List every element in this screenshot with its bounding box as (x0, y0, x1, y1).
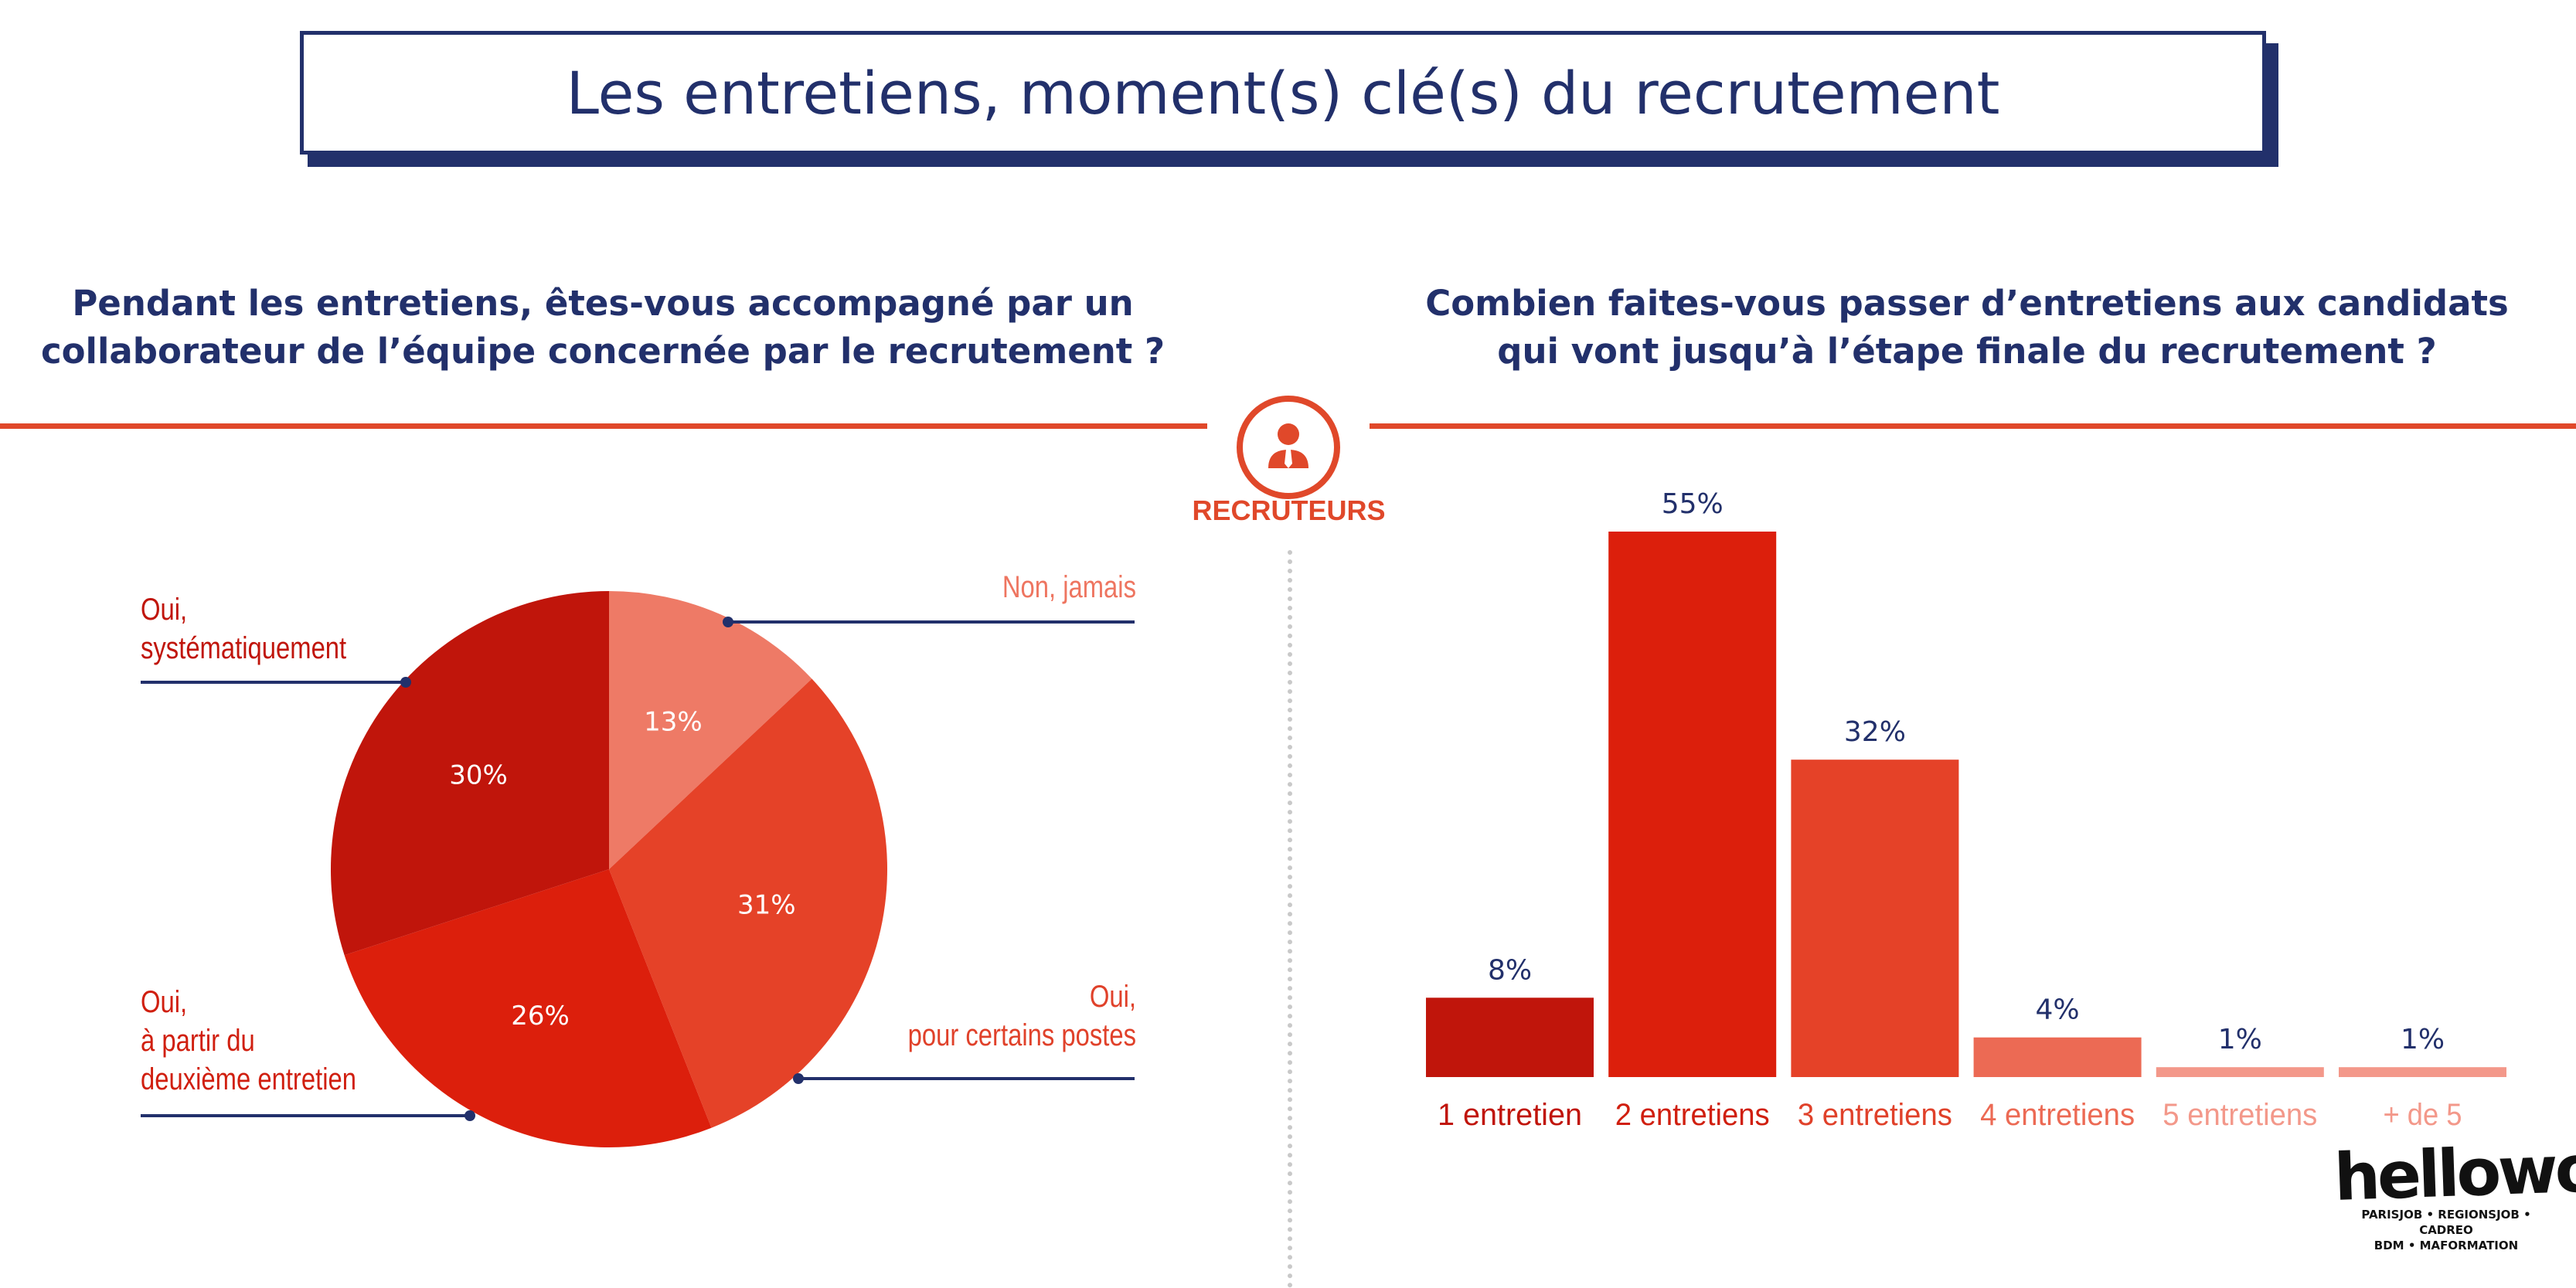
pie-leader-lines (141, 617, 1135, 1121)
pie-label-line: à partir du (141, 1024, 255, 1058)
pie-label-line: Oui, (141, 985, 188, 1019)
page-title: Les entretiens, moment(s) clé(s) du recr… (566, 58, 2000, 127)
bar-category-label: 4 entretiens (1980, 1098, 2135, 1132)
bar-category-label: + de 5 (2384, 1098, 2462, 1132)
logo-subline: PARISJOB • REGIONSJOB • CADREO BDM • MAF… (2334, 1207, 2558, 1253)
bar-value-label: 55% (1662, 488, 1724, 520)
bar (2156, 1067, 2324, 1077)
bar (1426, 997, 1594, 1077)
leader-dot-non-jamais (723, 617, 733, 627)
pie-label-systematiquement: Oui, systématiquement (141, 590, 426, 668)
bar-chart: 8% 1 entretien 55% 2 entretiens 32% 3 entreti… (1426, 488, 2506, 1132)
recruiter-badge (1237, 396, 1340, 499)
left-question-line-1: Pendant les entretiens, êtes-vous accomp… (72, 283, 1134, 324)
title-box: Les entretiens, moment(s) clé(s) du recr… (300, 31, 2266, 155)
bar-value-label: 4% (2036, 994, 2080, 1026)
pie-slice (330, 591, 609, 956)
bar-value-label: 8% (1488, 954, 1532, 986)
bar (2339, 1067, 2506, 1077)
pie-label-line: Non, jamais (1002, 570, 1136, 604)
logo-subline-1: PARISJOB • REGIONSJOB • CADREO (2361, 1208, 2531, 1237)
bar (1791, 760, 1959, 1077)
pie-label-deuxieme-entretien: Oui, à partir du deuxième entretien (141, 983, 426, 1099)
pie-value-label: 13% (644, 706, 703, 737)
dotted-separator (1288, 550, 1292, 1288)
bar (1973, 1037, 2142, 1077)
bar (1608, 532, 1777, 1077)
pie-label-line: pour certains postes (907, 1018, 1136, 1052)
bar-value-label: 1% (2401, 1024, 2445, 1055)
right-question: Combien faites-vous passer d’entretiens … (1380, 280, 2554, 376)
pie-value-label: 30% (449, 760, 508, 790)
divider-left (0, 423, 1207, 429)
pie-slice (609, 591, 812, 869)
pie-label-line: Oui, (1089, 980, 1136, 1014)
logo-subline-2: BDM • MAFORMATION (2374, 1239, 2519, 1252)
hellowork-logo: hellowork PARISJOB • REGIONSJOB • CADREO… (2333, 1128, 2576, 1253)
bar-value-label: 1% (2218, 1024, 2262, 1055)
pie-label-certains-postes: Oui, pour certains postes (902, 977, 1136, 1055)
bar-category-label: 1 entretien (1438, 1098, 1582, 1132)
pie-label-non-jamais: Non, jamais (978, 568, 1136, 607)
bar-value-label: 32% (1844, 716, 1906, 748)
pie-label-line: deuxième entretien (141, 1062, 356, 1096)
leader-dot-deuxieme-entretien (464, 1110, 475, 1121)
pie-value-label: 26% (511, 1001, 570, 1031)
recruiter-person-icon (1268, 423, 1308, 468)
pie-slice (609, 678, 888, 1128)
pie-label-line: Oui, (141, 593, 188, 627)
bar-category-label: 3 entretiens (1798, 1098, 1952, 1132)
bar-category-label: 2 entretiens (1615, 1098, 1770, 1132)
leader-dot-certains-postes (793, 1073, 804, 1084)
divider-right (1370, 423, 2576, 429)
pie-slice (344, 869, 712, 1147)
right-question-line-1: Combien faites-vous passer d’entretiens … (1425, 283, 2509, 324)
logo-wordmark: hellowork (2333, 1128, 2576, 1216)
leader-dot-systematiquement (400, 677, 411, 688)
pie-label-line: systématiquement (141, 631, 347, 665)
recruiter-label: RECRUTEURS (1192, 494, 1386, 526)
bar-category-label: 5 entretiens (2163, 1098, 2317, 1132)
pie-chart: 13% 31% 26% 30% (330, 591, 888, 1147)
left-question: Pendant les entretiens, êtes-vous accomp… (15, 280, 1190, 376)
left-question-line-2: collaborateur de l’équipe concernée par … (40, 331, 1165, 372)
pie-value-label: 31% (737, 890, 796, 921)
right-question-line-2: qui vont jusqu’à l’étape finale du recru… (1497, 331, 2437, 372)
